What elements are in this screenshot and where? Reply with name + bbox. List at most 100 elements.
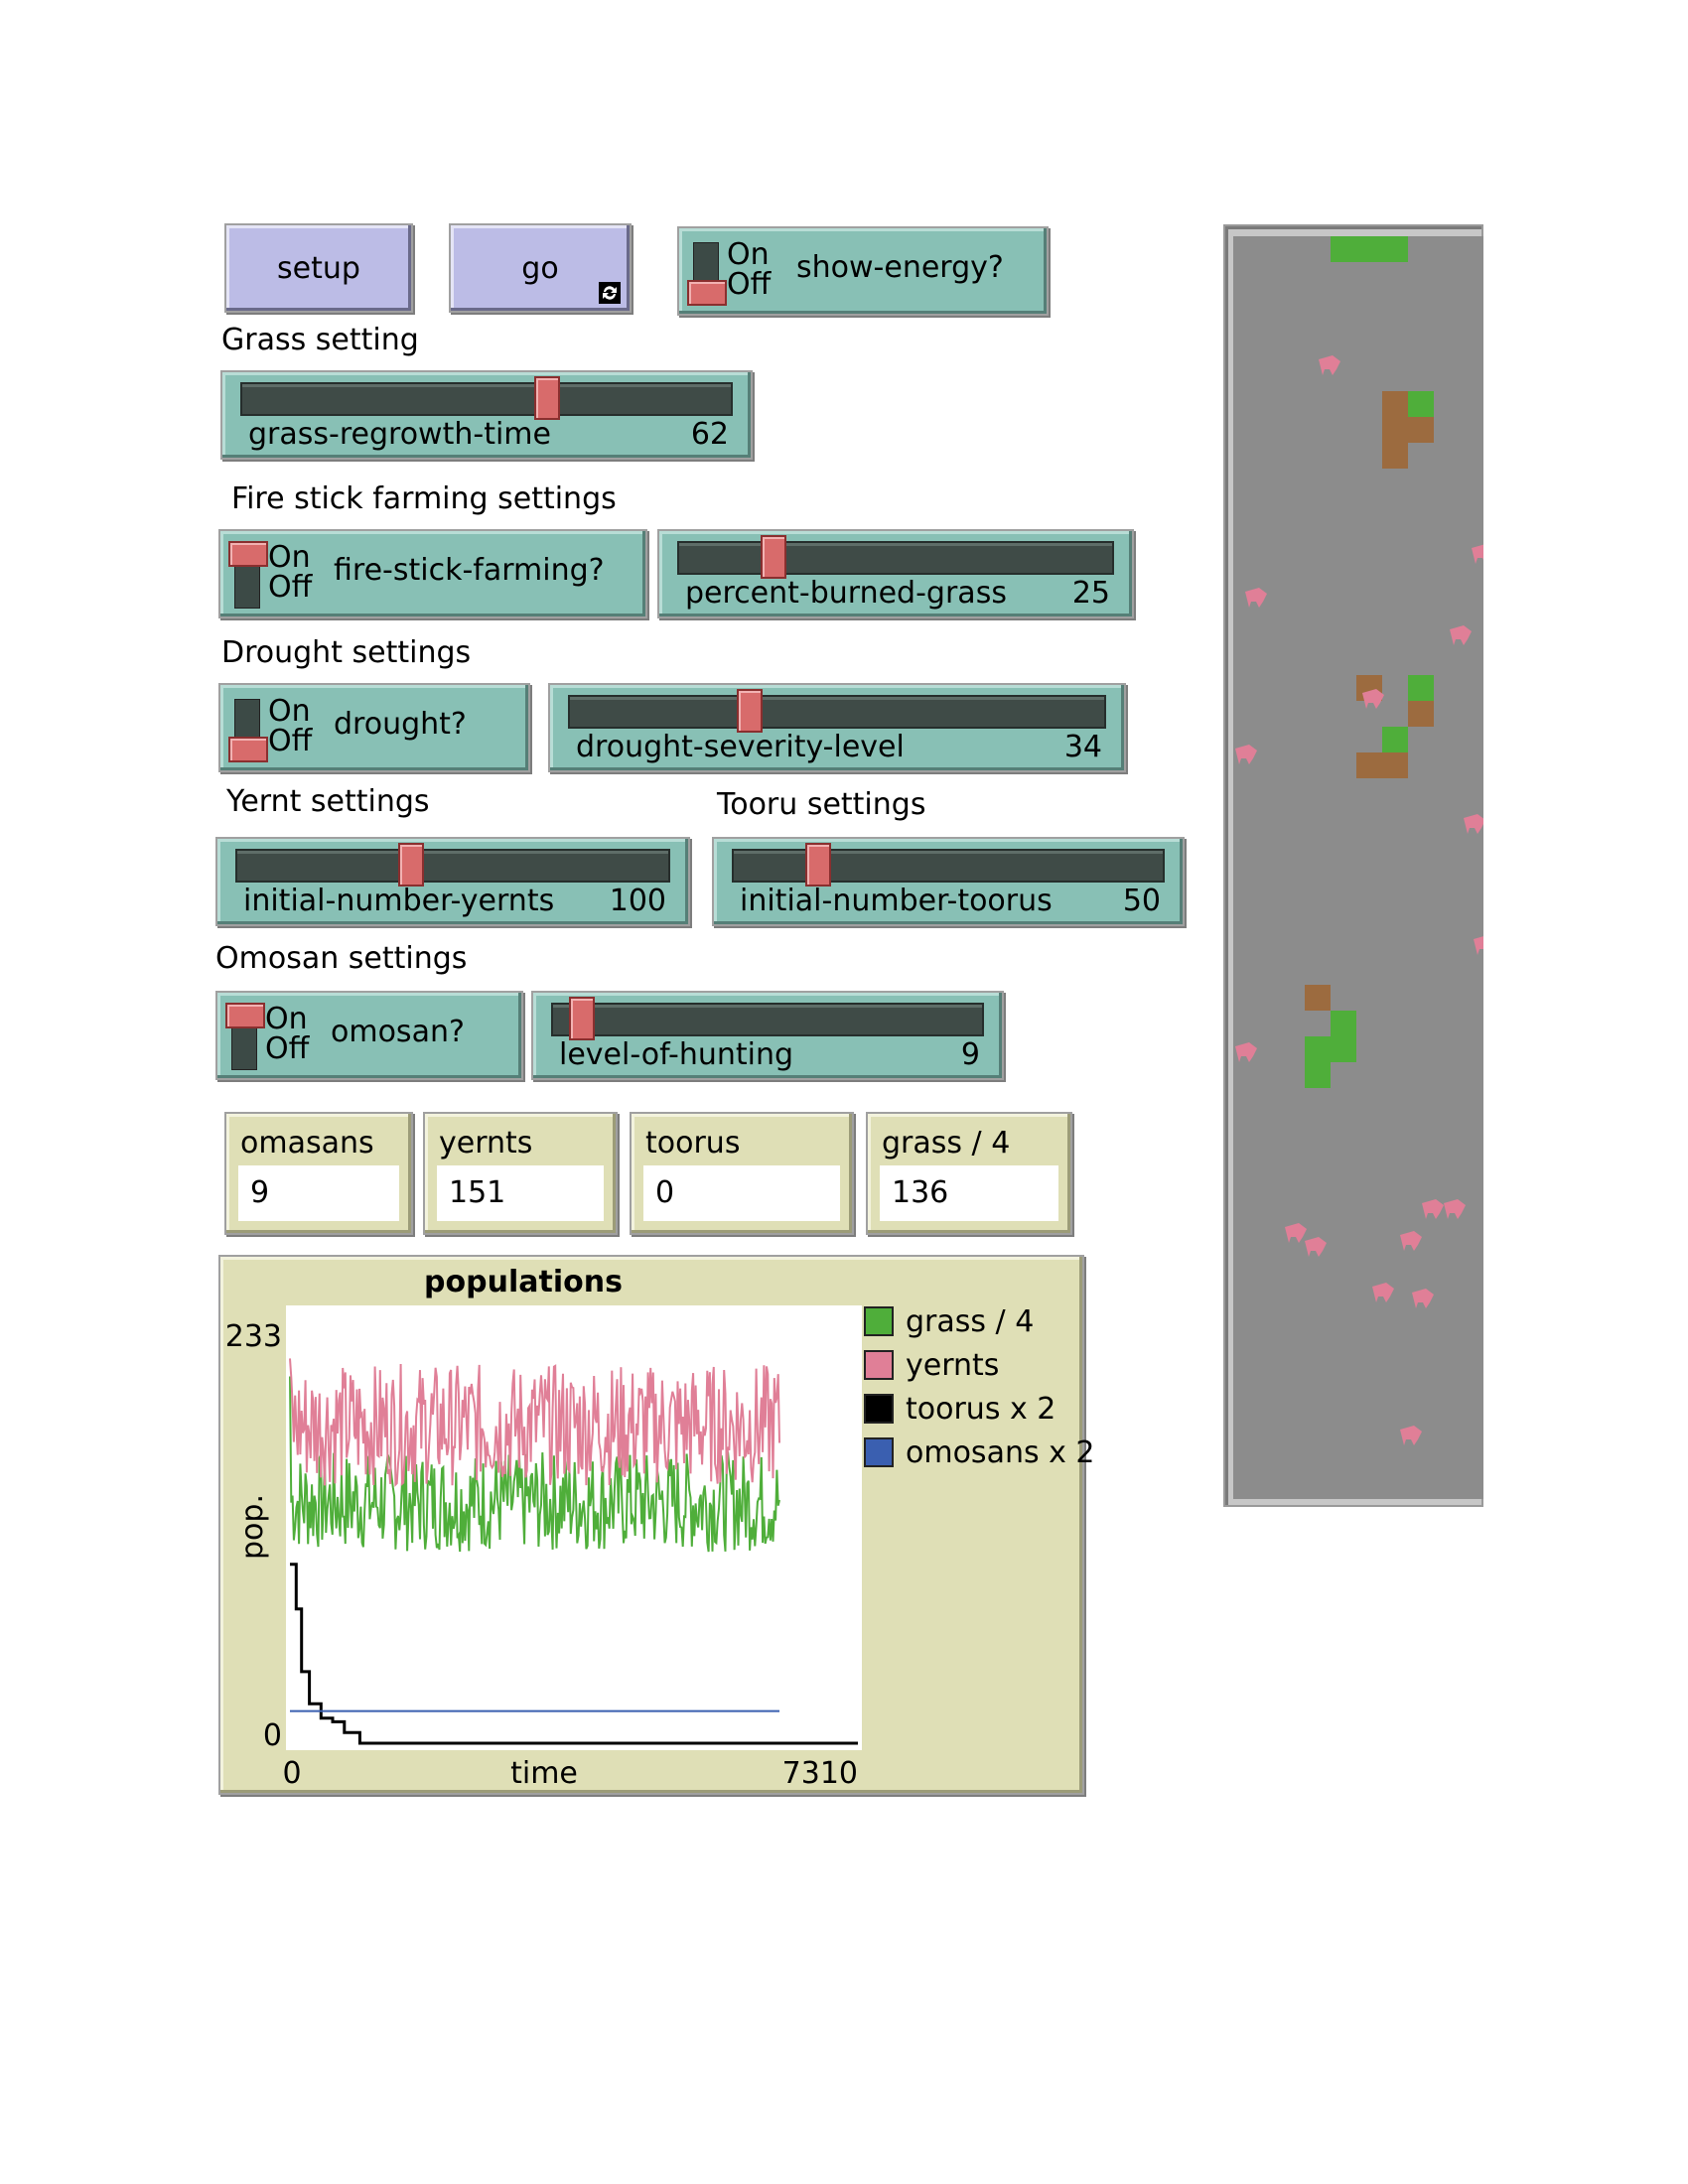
omosan-section-label: Omosan settings (215, 941, 468, 976)
agent-icon (1235, 1042, 1257, 1062)
slider-value: 50 (1122, 884, 1161, 918)
legend-label: grass / 4 (906, 1304, 1035, 1339)
level-of-hunting-slider[interactable]: level-of-hunting 9 (531, 991, 1004, 1080)
monitor-label: yernts (439, 1126, 533, 1160)
burned-patch (1382, 417, 1408, 443)
slider-track (568, 695, 1106, 729)
agent-icon (1362, 689, 1384, 709)
series-line-0 (289, 1376, 780, 1553)
world-view[interactable] (1223, 224, 1483, 1507)
slider-name: initial-number-toorus (740, 884, 1053, 918)
go-button[interactable]: go (449, 223, 632, 313)
agent-icon (1285, 1223, 1307, 1243)
plot-title: populations (424, 1265, 623, 1299)
slider-knob[interactable] (737, 689, 763, 733)
agent-icon (1235, 745, 1257, 764)
agent-icon (1464, 814, 1483, 834)
drought-section-label: Drought settings (221, 635, 472, 670)
burned-patch (1382, 752, 1408, 778)
grass-patch (1356, 236, 1382, 262)
monitor-value: 0 (643, 1165, 840, 1221)
switch-label: show-energy? (796, 250, 1004, 285)
fire-section-label: Fire stick farming settings (231, 481, 617, 516)
monitor-label: toorus (645, 1126, 741, 1160)
grass-monitor: grass / 4 136 (866, 1112, 1072, 1235)
slider-name: level-of-hunting (559, 1037, 794, 1072)
slider-track (677, 541, 1114, 575)
initial-number-toorus-slider[interactable]: initial-number-toorus 50 (712, 837, 1185, 926)
legend-label: omosans x 2 (906, 1435, 1095, 1470)
legend-label: toorus x 2 (906, 1392, 1056, 1427)
legend-label: yernts (906, 1348, 1000, 1383)
agent-icon (1422, 1199, 1444, 1219)
setup-button[interactable]: setup (224, 223, 413, 313)
series-line-1 (289, 1358, 780, 1487)
slider-knob[interactable] (534, 376, 560, 420)
plot-area (286, 1305, 862, 1750)
slider-name: drought-severity-level (576, 730, 905, 764)
switch-off-label: Off (727, 267, 772, 302)
legend-swatch (864, 1437, 894, 1467)
grass-patch (1382, 236, 1408, 262)
slider-name: percent-burned-grass (685, 576, 1007, 611)
grass-patch (1408, 391, 1434, 417)
agent-icon (1245, 588, 1267, 608)
switch-knob[interactable] (228, 737, 268, 762)
switch-off-label: Off (268, 724, 313, 758)
burned-patch (1356, 752, 1382, 778)
switch-knob[interactable] (687, 280, 727, 306)
slider-knob[interactable] (398, 843, 424, 887)
percent-burned-grass-slider[interactable]: percent-burned-grass 25 (657, 529, 1134, 618)
y-axis-label: pop. (235, 1494, 270, 1560)
slider-track (240, 382, 733, 416)
drought-severity-level-slider[interactable]: drought-severity-level 34 (548, 683, 1126, 772)
switch-knob[interactable] (228, 541, 268, 567)
grass-regrowth-time-slider[interactable]: grass-regrowth-time 62 (220, 370, 753, 460)
slider-knob[interactable] (569, 997, 595, 1040)
setup-label: setup (277, 250, 360, 286)
drought-switch[interactable]: On Off drought? (218, 683, 530, 772)
slider-value: 34 (1063, 730, 1102, 764)
burned-patch (1408, 701, 1434, 727)
agent-icon (1450, 625, 1472, 645)
grass-patch (1305, 1036, 1331, 1062)
forever-loop-icon (599, 282, 621, 304)
grass-patch (1382, 727, 1408, 752)
tooru-section-label: Tooru settings (717, 787, 926, 822)
plot-canvas: 233 0 0 7310 time pop. (225, 1305, 862, 1791)
switch-label: fire-stick-farming? (334, 553, 605, 588)
switch-knob[interactable] (225, 1003, 265, 1028)
agent-icon (1412, 1289, 1434, 1308)
world-background (1233, 236, 1483, 1499)
slider-name: initial-number-yernts (243, 884, 555, 918)
x-min-label: 0 (282, 1756, 301, 1791)
agent-icon (1444, 1199, 1466, 1219)
x-max-label: 7310 (782, 1756, 858, 1791)
initial-number-yernts-slider[interactable]: initial-number-yernts 100 (215, 837, 690, 926)
show-energy-switch[interactable]: On Off show-energy? (677, 226, 1049, 316)
legend-swatch (864, 1350, 894, 1380)
slider-knob[interactable] (761, 535, 786, 579)
burned-patch (1305, 985, 1331, 1011)
grass-patch (1331, 236, 1356, 262)
burned-patch (1382, 443, 1408, 469)
fire-stick-farming-switch[interactable]: On Off fire-stick-farming? (218, 529, 647, 618)
y-min-label: 0 (263, 1718, 282, 1753)
y-max-label: 233 (225, 1319, 282, 1354)
slider-knob[interactable] (805, 843, 831, 887)
slider-value: 100 (609, 884, 666, 918)
agent-icon (1400, 1231, 1422, 1251)
agent-icon (1472, 544, 1483, 564)
burned-patch (1408, 417, 1434, 443)
switch-label: drought? (334, 707, 467, 742)
slider-track (732, 849, 1165, 883)
grass-patch (1305, 1062, 1331, 1088)
omosan-switch[interactable]: On Off omosan? (215, 991, 523, 1080)
toorus-monitor: toorus 0 (630, 1112, 854, 1235)
world-canvas[interactable] (1233, 236, 1483, 1499)
switch-off-label: Off (265, 1031, 310, 1066)
monitor-value: 136 (880, 1165, 1058, 1221)
legend-swatch (864, 1394, 894, 1424)
switch-on-label: On (265, 1002, 308, 1036)
go-label: go (521, 250, 559, 286)
